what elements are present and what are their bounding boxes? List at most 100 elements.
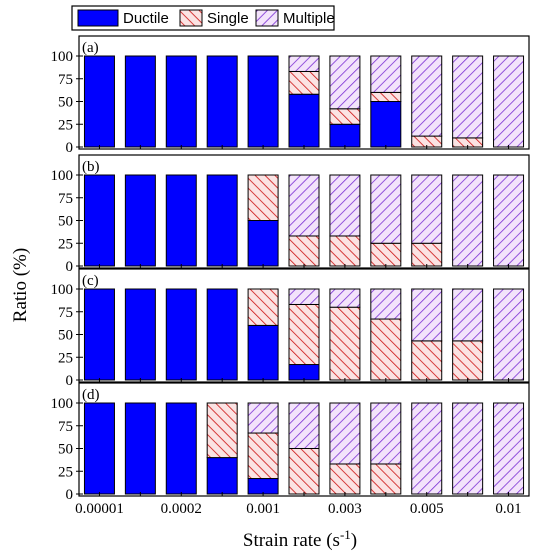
legend-label-multiple: Multiple [283, 10, 335, 27]
bar-segment-multiple [493, 288, 525, 381]
bar-segment-ductile [165, 402, 197, 495]
bar-segment-multiple [329, 55, 361, 110]
bar-segment-ductile [206, 55, 238, 148]
x-tick-label: 0.00001 [75, 501, 124, 517]
bar-segment-ductile [206, 174, 238, 267]
bar-segment-single [370, 318, 402, 381]
panels: (a)0255075100(b)0255075100(c)0255075100(… [51, 35, 530, 503]
x-axis-title: Strain rate (s-1) [243, 527, 357, 551]
legend-swatch-single [179, 9, 203, 27]
legend: Ductile Single Multiple [71, 5, 335, 31]
bar-segment-multiple [329, 174, 361, 237]
bar-segment-multiple [493, 174, 525, 267]
bar-segment-ductile [165, 288, 197, 381]
bar-segment-ductile [83, 55, 115, 148]
x-tick-label: 0.003 [328, 501, 362, 517]
y-tick-label: 100 [51, 396, 74, 412]
y-tick-label: 50 [58, 95, 73, 111]
bar-segment-multiple [452, 288, 484, 342]
bar-segment-single [329, 235, 361, 267]
bar-segment-single [247, 174, 279, 221]
y-tick-label: 25 [58, 350, 73, 366]
y-tick-label: 75 [58, 72, 73, 88]
bar-segment-single [247, 288, 279, 326]
bar-segment-ductile [247, 478, 279, 495]
bar-segment-multiple [370, 174, 402, 244]
bar-segment-single [288, 70, 320, 95]
x-axis-title-superscript: -1 [340, 527, 351, 542]
bar-segment-single [370, 91, 402, 103]
bar-segment-single [247, 432, 279, 480]
bar-segment-ductile [124, 174, 156, 267]
bar-segment-ductile [329, 123, 361, 148]
bar-segment-multiple [370, 55, 402, 93]
x-tick-labels: 0.00001 0.0002 0.001 0.003 0.005 0.01 [75, 501, 522, 517]
bar-segment-multiple [493, 402, 525, 495]
bar-segment-multiple [411, 55, 443, 137]
bar-segment-ductile [288, 364, 320, 381]
y-axis-title: Ratio (%) [10, 248, 31, 322]
bar-segment-multiple [329, 402, 361, 465]
bar-segment-ductile [247, 220, 279, 267]
bar-segment-multiple [288, 402, 320, 449]
y-tick-label: 0 [66, 259, 74, 275]
bar-segment-single [370, 463, 402, 495]
bar-segment-single [288, 448, 320, 495]
bar-segment-multiple [370, 402, 402, 465]
bar-segment-ductile [206, 457, 238, 495]
panel-label: (b) [82, 159, 100, 175]
panel-d: (d) 0 25 50 75 100 [51, 382, 530, 503]
legend-swatch-multiple [255, 9, 279, 27]
bar-segment-single [329, 306, 361, 381]
y-tick-label: 50 [58, 214, 73, 230]
bar-segment-ductile [247, 324, 279, 381]
x-tick-label: 0.01 [495, 501, 521, 517]
panel-label: (c) [82, 273, 99, 289]
y-tick-label: 75 [58, 419, 73, 435]
bar-segment-ductile [83, 288, 115, 381]
bar-segment-multiple [411, 402, 443, 495]
bar-segment-single [452, 340, 484, 381]
bar-segment-multiple [411, 174, 443, 244]
y-tick-label: 75 [58, 305, 73, 321]
bar-segment-ductile [370, 101, 402, 148]
y-tick-label: 75 [58, 191, 73, 207]
bar-segment-ductile [206, 288, 238, 381]
bar-segment-multiple [452, 55, 484, 139]
bar-segment-single [288, 303, 320, 366]
y-tick-label: 100 [51, 168, 74, 184]
x-tick-label: 0.0002 [161, 501, 202, 517]
x-tick-label: 0.001 [246, 501, 280, 517]
y-tick-label: 0 [66, 373, 74, 389]
bar-segment-ductile [83, 402, 115, 495]
x-axis-title-suffix: ) [351, 530, 357, 551]
bar-segment-multiple [370, 288, 402, 320]
bar-segment-ductile [165, 174, 197, 267]
y-tick-label: 50 [58, 328, 73, 344]
bar-segment-multiple [452, 402, 484, 495]
x-tick-label: 0.005 [410, 501, 444, 517]
bar-segment-multiple [288, 174, 320, 237]
bar-segment-single [329, 463, 361, 495]
y-tick-label: 0 [66, 487, 74, 503]
bar-segment-multiple [493, 55, 525, 148]
legend-swatch-ductile [77, 9, 119, 27]
legend-label-single: Single [207, 10, 249, 27]
y-tick-label: 50 [58, 442, 73, 458]
bar-segment-single [370, 242, 402, 267]
bar-segment-multiple [288, 55, 320, 72]
y-tick-label: 25 [58, 464, 73, 480]
x-axis-title-main: Strain rate (s [243, 530, 340, 551]
bar-segment-ductile [165, 55, 197, 148]
bar-segment-single [329, 108, 361, 125]
bar-segment-single [288, 235, 320, 267]
bar-segment-multiple [452, 174, 484, 267]
bar-segment-multiple [329, 288, 361, 308]
panel-label: (d) [82, 387, 100, 403]
bar-segment-single [411, 242, 443, 267]
y-tick-label: 100 [51, 282, 74, 298]
bar-segment-ductile [247, 55, 279, 148]
panel-c: (c) 0 25 50 75 100 [51, 268, 530, 389]
y-tick-label: 0 [66, 140, 74, 156]
